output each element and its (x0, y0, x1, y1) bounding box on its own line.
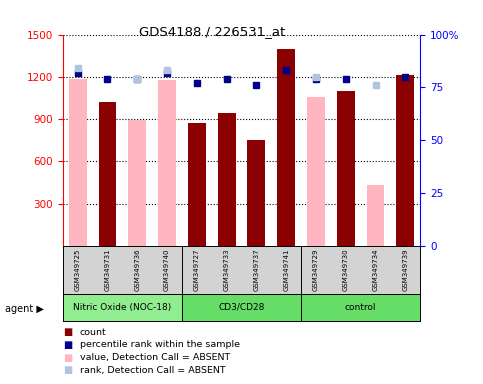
Bar (69, 79, 86, 246)
Bar (158, 80, 176, 246)
Bar (218, 113, 236, 246)
Text: ■: ■ (63, 353, 72, 362)
Text: GSM349736: GSM349736 (134, 248, 140, 291)
Bar (307, 96, 325, 246)
Bar (182, 294, 301, 321)
Bar (99, 102, 116, 246)
Text: ■: ■ (63, 340, 72, 350)
Text: control: control (345, 303, 376, 312)
Bar (63, 294, 182, 321)
Text: ■: ■ (63, 327, 72, 337)
Text: GSM349740: GSM349740 (164, 248, 170, 291)
Text: GSM349741: GSM349741 (283, 248, 289, 291)
Text: CD3/CD28: CD3/CD28 (218, 303, 265, 312)
Text: ■: ■ (63, 365, 72, 375)
Bar (247, 140, 265, 246)
Text: Nitric Oxide (NOC-18): Nitric Oxide (NOC-18) (73, 303, 171, 312)
Text: GSM349730: GSM349730 (343, 248, 349, 291)
Bar (367, 185, 384, 246)
Text: GSM349731: GSM349731 (104, 248, 111, 291)
Bar (337, 91, 355, 246)
Text: GSM349727: GSM349727 (194, 248, 200, 291)
Bar (277, 49, 295, 246)
Text: GSM349739: GSM349739 (402, 248, 408, 291)
Text: GSM349729: GSM349729 (313, 248, 319, 291)
Text: GSM349725: GSM349725 (75, 248, 81, 291)
Text: value, Detection Call = ABSENT: value, Detection Call = ABSENT (80, 353, 230, 362)
Text: count: count (80, 328, 106, 337)
Text: GDS4188 / 226531_at: GDS4188 / 226531_at (140, 25, 285, 38)
Bar (128, 121, 146, 246)
Bar (301, 294, 420, 321)
Text: GSM349737: GSM349737 (254, 248, 259, 291)
Text: agent ▶: agent ▶ (5, 304, 43, 314)
Text: percentile rank within the sample: percentile rank within the sample (80, 340, 240, 349)
Text: GSM349734: GSM349734 (372, 248, 379, 291)
Text: GSM349733: GSM349733 (224, 248, 229, 291)
Text: rank, Detection Call = ABSENT: rank, Detection Call = ABSENT (80, 366, 226, 375)
Bar (188, 123, 206, 246)
Bar (397, 75, 414, 246)
